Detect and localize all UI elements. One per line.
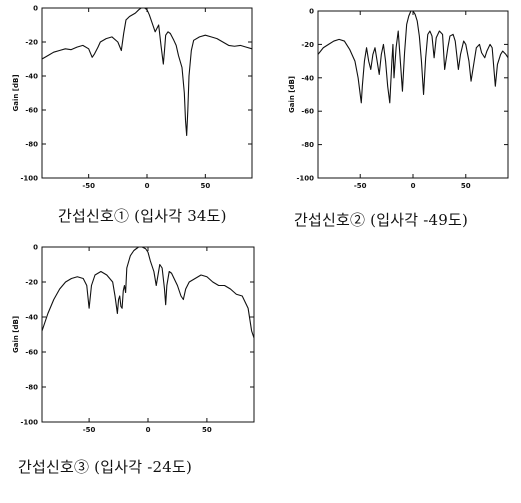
chart-3-ytick-label: -40: [25, 314, 38, 322]
chart-2-xtick-label: 0: [411, 182, 416, 190]
chart-panel-2: 0 -20 -40 -60 -80 -100 -50 0 50 Gain [dB] 간섭신호② (…: [270, 0, 521, 230]
chart-3-ytick-label: 0: [33, 244, 38, 252]
chart-panel-3: 0 -20 -40 -60 -80 -100 -50 0 50 Gain [dB] 간섭신호③ (…: [0, 238, 270, 503]
chart-2-ytick-label: 0: [309, 8, 314, 16]
chart-3-svg: 0 -20 -40 -60 -80 -100 -50 0 50 Gain [dB]: [12, 244, 255, 434]
chart-3-xtick-label: 0: [146, 426, 151, 434]
chart-3-xtick-label: 50: [202, 426, 212, 434]
chart-1-ytick-label: -40: [25, 73, 38, 81]
chart-3-xtick-label: -50: [83, 426, 96, 434]
chart-2-ytick-label: -20: [301, 41, 314, 49]
chart-2-ytick-label: -40: [301, 74, 314, 82]
chart-1-caption: 간섭신호① (입사각 34도): [58, 207, 227, 225]
chart-1-ylabel: Gain [dB]: [12, 74, 20, 111]
chart-1-xtick-label: 0: [145, 182, 150, 190]
chart-3-ytick-label: -100: [20, 419, 38, 427]
chart-1-ytick-label: -20: [25, 39, 38, 47]
chart-2-series-line: [317, 10, 509, 104]
chart-1-xtick-label: -50: [82, 182, 95, 190]
chart-1-ytick-label: -100: [20, 175, 38, 183]
chart-3-caption: 간섭신호③ (입사각 -24도): [18, 458, 192, 476]
chart-1-ytick-label: -60: [25, 107, 38, 115]
chart-1-ytick-label: 0: [33, 5, 38, 13]
chart-3-ytick-label: -80: [25, 384, 38, 392]
chart-panel-1: 0 -20 -40 -60 -80 -100 -50 0 50 Gain [dB] 간섭신호① (…: [0, 0, 270, 230]
chart-1-ytick-label: -80: [25, 141, 38, 149]
chart-1-xtick-label: 50: [200, 182, 210, 190]
chart-1-series-line: [41, 7, 253, 137]
chart-2-ytick-label: -80: [301, 141, 314, 149]
chart-2-xtick-label: -50: [354, 182, 367, 190]
chart-2-xtick-label: 50: [461, 182, 471, 190]
chart-3-ylabel: Gain [dB]: [12, 316, 20, 353]
chart-2-ytick-label: -100: [296, 175, 314, 183]
chart-2-svg: 0 -20 -40 -60 -80 -100 -50 0 50 Gain [dB]: [288, 8, 509, 190]
chart-2-ylabel: Gain [dB]: [288, 76, 296, 113]
chart-1-frame: [41, 7, 253, 179]
chart-2-frame: [317, 10, 509, 179]
chart-3-ytick-label: -20: [25, 279, 38, 287]
chart-3-series-line: [41, 246, 255, 339]
chart-1-svg: 0 -20 -40 -60 -80 -100 -50 0 50 Gain [dB]: [12, 5, 253, 190]
chart-2-ytick-label: -60: [301, 108, 314, 116]
chart-2-caption: 간섭신호② (입사각 -49도): [294, 211, 468, 229]
chart-3-ytick-label: -60: [25, 349, 38, 357]
chart-3-frame: [41, 246, 255, 423]
